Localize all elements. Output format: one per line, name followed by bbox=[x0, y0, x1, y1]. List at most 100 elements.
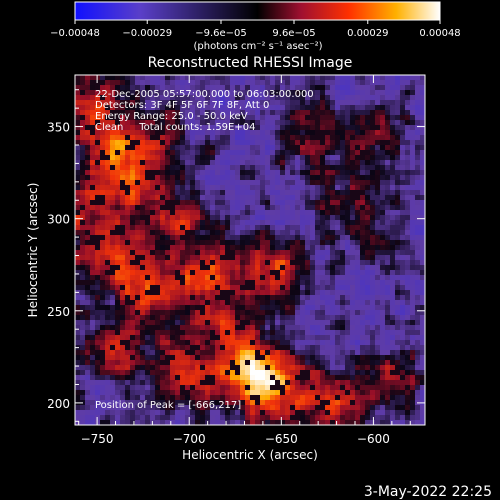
heatmap-cell bbox=[350, 180, 356, 186]
heatmap-cell bbox=[265, 185, 271, 191]
heatmap-cell bbox=[300, 305, 306, 311]
heatmap-cell bbox=[275, 110, 281, 116]
heatmap-cell bbox=[420, 190, 425, 196]
heatmap-cell bbox=[405, 250, 411, 256]
heatmap-cell bbox=[195, 360, 201, 366]
heatmap-cell bbox=[245, 315, 251, 321]
heatmap-cell bbox=[150, 160, 156, 166]
heatmap-cell bbox=[190, 330, 196, 336]
heatmap-cell bbox=[130, 230, 136, 236]
heatmap-cell bbox=[365, 180, 371, 186]
heatmap-cell bbox=[225, 255, 231, 261]
heatmap-cell bbox=[340, 190, 346, 196]
heatmap-cell bbox=[85, 285, 91, 291]
heatmap-cell bbox=[365, 130, 371, 136]
heatmap-cell bbox=[380, 290, 386, 296]
heatmap-cell bbox=[280, 345, 286, 351]
heatmap-cell bbox=[275, 165, 281, 171]
heatmap-cell bbox=[115, 190, 121, 196]
heatmap-cell bbox=[240, 110, 246, 116]
heatmap-cell bbox=[305, 290, 311, 296]
heatmap-cell bbox=[120, 190, 126, 196]
heatmap-cell bbox=[165, 290, 171, 296]
heatmap-cell bbox=[320, 230, 326, 236]
heatmap-cell bbox=[135, 160, 141, 166]
heatmap-cell bbox=[360, 295, 366, 301]
heatmap-cell bbox=[375, 380, 381, 386]
heatmap-cell bbox=[385, 105, 391, 111]
heatmap-cell bbox=[195, 210, 201, 216]
heatmap-cell bbox=[400, 165, 406, 171]
heatmap-cell bbox=[355, 320, 361, 326]
heatmap-cell bbox=[320, 410, 326, 416]
heatmap-cell bbox=[305, 215, 311, 221]
heatmap-cell bbox=[380, 405, 386, 411]
heatmap-cell bbox=[75, 140, 81, 146]
heatmap-cell bbox=[225, 355, 231, 361]
heatmap-cell bbox=[350, 90, 356, 96]
heatmap-cell bbox=[240, 310, 246, 316]
heatmap-cell bbox=[145, 290, 151, 296]
heatmap-cell bbox=[265, 165, 271, 171]
heatmap-cell bbox=[225, 320, 231, 326]
heatmap-cell bbox=[380, 160, 386, 166]
heatmap-cell bbox=[295, 215, 301, 221]
heatmap-cell bbox=[100, 280, 106, 286]
heatmap-cell bbox=[420, 420, 425, 425]
heatmap-cell bbox=[265, 300, 271, 306]
heatmap-cell bbox=[215, 250, 221, 256]
heatmap-cell bbox=[280, 355, 286, 361]
heatmap-cell bbox=[165, 360, 171, 366]
heatmap-cell bbox=[75, 205, 81, 211]
heatmap-cell bbox=[90, 280, 96, 286]
heatmap-cell bbox=[230, 115, 236, 121]
heatmap-cell bbox=[95, 125, 101, 131]
heatmap-cell bbox=[240, 345, 246, 351]
heatmap-cell bbox=[320, 330, 326, 336]
heatmap-cell bbox=[375, 190, 381, 196]
heatmap-cell bbox=[245, 325, 251, 331]
heatmap-cell bbox=[155, 225, 161, 231]
heatmap-cell bbox=[240, 350, 246, 356]
heatmap-cell bbox=[140, 190, 146, 196]
heatmap-cell bbox=[115, 370, 121, 376]
heatmap-cell bbox=[370, 345, 376, 351]
heatmap-cell bbox=[135, 75, 141, 81]
heatmap-cell bbox=[90, 420, 96, 425]
heatmap-cell bbox=[210, 90, 216, 96]
heatmap-cell bbox=[80, 110, 86, 116]
heatmap-cell bbox=[225, 105, 231, 111]
heatmap-cell bbox=[410, 275, 416, 281]
heatmap-cell bbox=[300, 225, 306, 231]
heatmap-cell bbox=[115, 385, 121, 391]
heatmap-cell bbox=[360, 320, 366, 326]
heatmap-cell bbox=[100, 290, 106, 296]
heatmap-cell bbox=[125, 160, 131, 166]
heatmap-cell bbox=[350, 370, 356, 376]
heatmap-cell bbox=[405, 335, 411, 341]
heatmap-cell bbox=[145, 100, 151, 106]
heatmap-cell bbox=[130, 115, 136, 121]
heatmap-cell bbox=[365, 145, 371, 151]
heatmap-cell bbox=[395, 215, 401, 221]
heatmap-cell bbox=[235, 100, 241, 106]
heatmap-cell bbox=[355, 370, 361, 376]
heatmap-cell bbox=[85, 340, 91, 346]
heatmap-cell bbox=[185, 245, 191, 251]
heatmap-cell bbox=[245, 180, 251, 186]
heatmap-cell bbox=[190, 160, 196, 166]
heatmap-cell bbox=[175, 150, 181, 156]
heatmap-cell bbox=[200, 185, 206, 191]
heatmap-cell bbox=[100, 85, 106, 91]
heatmap-cell bbox=[85, 275, 91, 281]
heatmap-cell bbox=[185, 390, 191, 396]
heatmap-cell bbox=[325, 405, 331, 411]
heatmap-cell bbox=[145, 215, 151, 221]
heatmap-cell bbox=[335, 85, 341, 91]
heatmap-cell bbox=[200, 140, 206, 146]
heatmap-cell bbox=[385, 355, 391, 361]
heatmap-cell bbox=[295, 170, 301, 176]
heatmap-cell bbox=[225, 310, 231, 316]
heatmap-cell bbox=[110, 370, 116, 376]
heatmap-cell bbox=[85, 225, 91, 231]
